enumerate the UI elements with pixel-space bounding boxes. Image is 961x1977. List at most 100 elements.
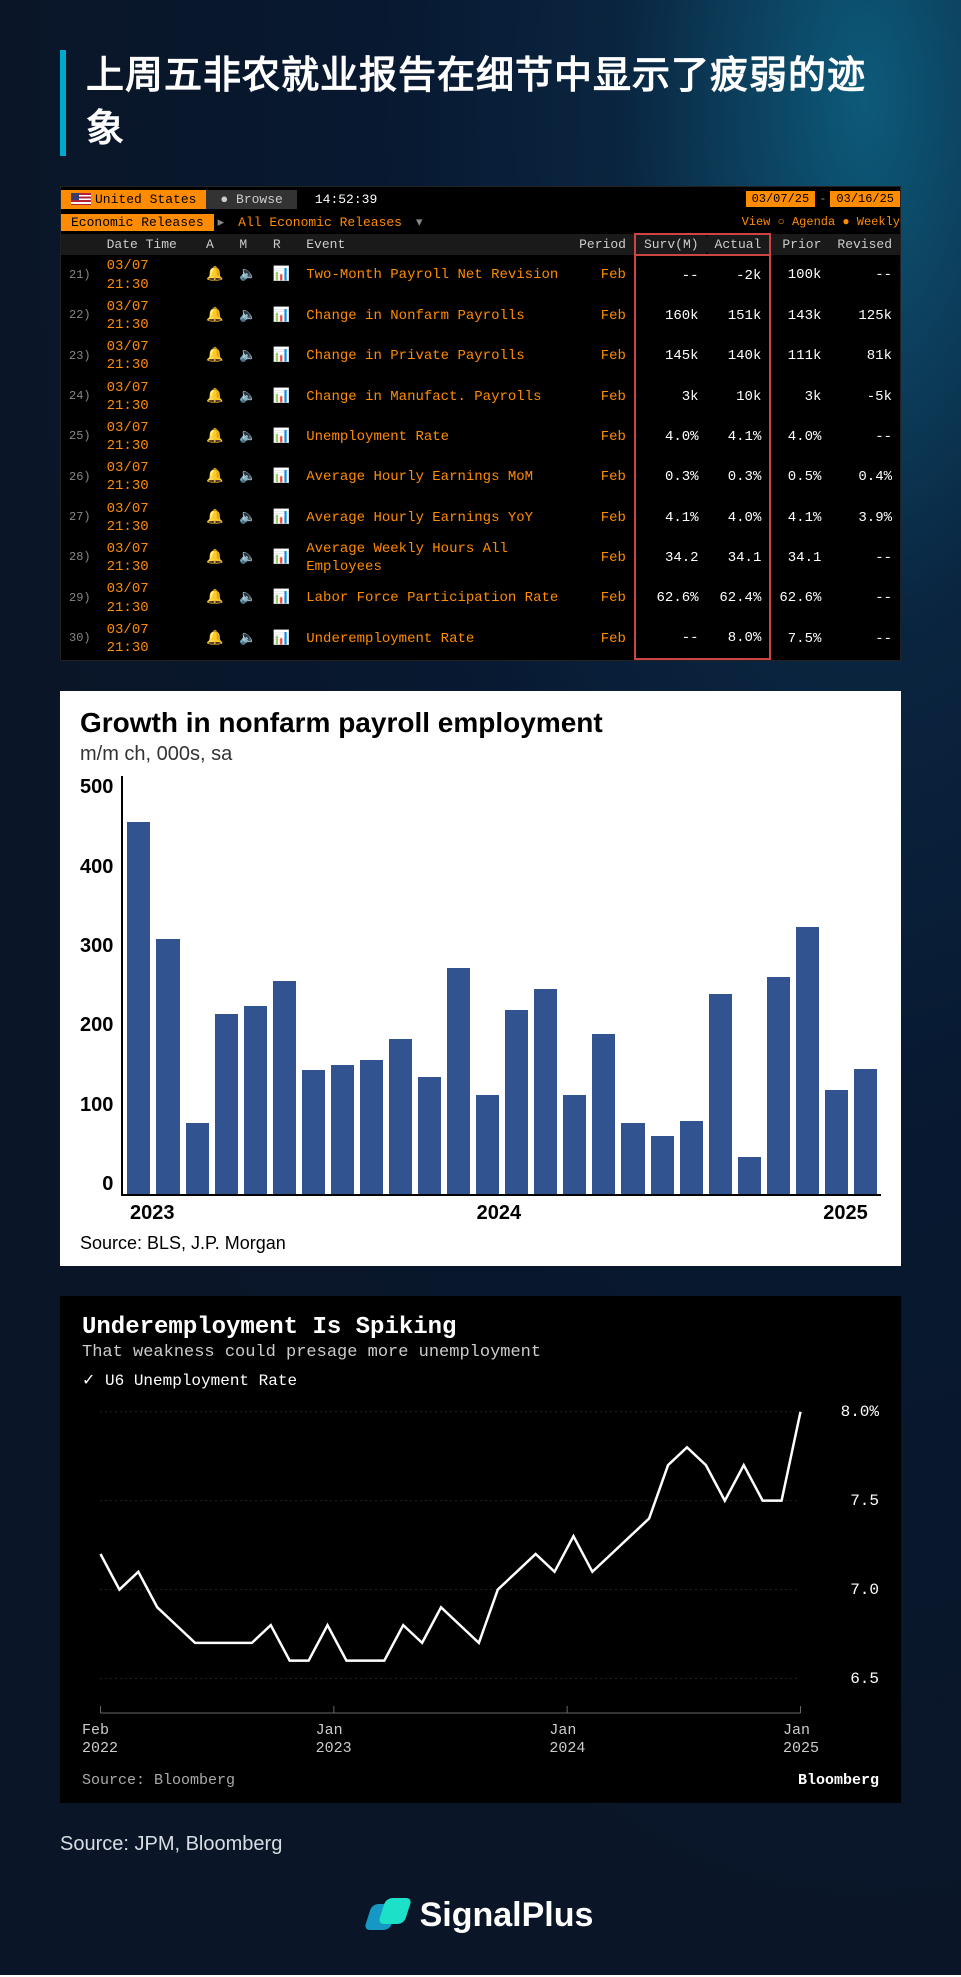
chart-icon[interactable]: 📊 <box>265 296 298 336</box>
alert-icon[interactable]: 🔔 <box>198 538 231 578</box>
econ-releases-tab[interactable]: Economic Releases <box>61 214 214 231</box>
sound-icon[interactable]: 🔈 <box>231 296 264 336</box>
cell-prior: 4.0% <box>770 417 829 457</box>
chart-icon[interactable]: 📊 <box>265 619 298 659</box>
ytick-label: 400 <box>80 856 113 879</box>
chart-icon[interactable]: 📊 <box>265 538 298 578</box>
sound-icon[interactable]: 🔈 <box>231 417 264 457</box>
alert-icon[interactable]: 🔔 <box>198 336 231 376</box>
view-toggle[interactable]: View ○ Agenda ● Weekly <box>742 215 900 229</box>
col-datetime: Date Time <box>99 234 198 255</box>
bar <box>651 1136 674 1195</box>
col-m: M <box>231 234 264 255</box>
cell-period: Feb <box>571 255 635 295</box>
alert-icon[interactable]: 🔔 <box>198 457 231 497</box>
cell-actual: 4.0% <box>707 498 771 538</box>
sound-icon[interactable]: 🔈 <box>231 538 264 578</box>
cell-revised: -- <box>829 417 900 457</box>
cell-prior: 62.6% <box>770 578 829 618</box>
xtick-label: Jan2023 <box>316 1722 352 1758</box>
ytick-label: 500 <box>80 776 113 799</box>
bar <box>244 1006 267 1194</box>
country-label: United States <box>95 192 196 207</box>
cell-revised: -- <box>829 619 900 659</box>
browse-tab[interactable]: ● Browse <box>206 190 296 209</box>
chart-icon[interactable]: 📊 <box>265 498 298 538</box>
bloomberg-brand: Bloomberg <box>798 1772 879 1789</box>
sound-icon[interactable]: 🔈 <box>231 336 264 376</box>
row-index: 24) <box>61 377 99 417</box>
line-chart-title: Underemployment Is Spiking <box>82 1314 879 1341</box>
bar <box>563 1095 586 1194</box>
line-chart-legend: ✓ U6 Unemployment Rate <box>82 1370 879 1390</box>
cell-datetime: 03/07 21:30 <box>99 457 198 497</box>
chart-icon[interactable]: 📊 <box>265 457 298 497</box>
ytick-label: 0 <box>102 1173 113 1196</box>
chart-icon[interactable]: 📊 <box>265 417 298 457</box>
date-from[interactable]: 03/07/25 <box>746 191 816 207</box>
sound-icon[interactable]: 🔈 <box>231 619 264 659</box>
bar <box>796 927 819 1195</box>
alert-icon[interactable]: 🔔 <box>198 498 231 538</box>
alert-icon[interactable]: 🔔 <box>198 578 231 618</box>
table-row[interactable]: 21) 03/07 21:30 🔔 🔈 📊 Two-Month Payroll … <box>61 255 900 295</box>
all-econ-releases-tab[interactable]: All Economic Releases <box>228 214 412 231</box>
cell-event: Average Hourly Earnings MoM <box>298 457 571 497</box>
sound-icon[interactable]: 🔈 <box>231 255 264 295</box>
table-row[interactable]: 23) 03/07 21:30 🔔 🔈 📊 Change in Private … <box>61 336 900 376</box>
cell-prior: 34.1 <box>770 538 829 578</box>
bar <box>854 1069 877 1194</box>
table-row[interactable]: 27) 03/07 21:30 🔔 🔈 📊 Average Hourly Ear… <box>61 498 900 538</box>
bar-yaxis: 5004003002001000 <box>80 776 121 1196</box>
table-row[interactable]: 30) 03/07 21:30 🔔 🔈 📊 Underemployment Ra… <box>61 619 900 659</box>
cell-actual: 8.0% <box>707 619 771 659</box>
row-index: 23) <box>61 336 99 376</box>
bar <box>738 1157 761 1195</box>
cell-prior: 4.1% <box>770 498 829 538</box>
bar <box>592 1034 615 1195</box>
xtick-label: 2023 <box>130 1202 477 1225</box>
cell-actual: 10k <box>707 377 771 417</box>
alert-icon[interactable]: 🔔 <box>198 417 231 457</box>
cell-event: Underemployment Rate <box>298 619 571 659</box>
xtick-label: 2024 <box>477 1202 824 1225</box>
chart-icon[interactable]: 📊 <box>265 336 298 376</box>
table-row[interactable]: 28) 03/07 21:30 🔔 🔈 📊 Average Weekly Hou… <box>61 538 900 578</box>
table-row[interactable]: 29) 03/07 21:30 🔔 🔈 📊 Labor Force Partic… <box>61 578 900 618</box>
cell-actual: 0.3% <box>707 457 771 497</box>
bar <box>534 989 557 1194</box>
sound-icon[interactable]: 🔈 <box>231 578 264 618</box>
cell-actual: 140k <box>707 336 771 376</box>
alert-icon[interactable]: 🔔 <box>198 619 231 659</box>
bar <box>418 1077 441 1194</box>
chart-icon[interactable]: 📊 <box>265 578 298 618</box>
bar-chart-source: Source: BLS, J.P. Morgan <box>80 1233 881 1254</box>
chart-icon[interactable]: 📊 <box>265 255 298 295</box>
bar <box>505 1010 528 1194</box>
table-row[interactable]: 24) 03/07 21:30 🔔 🔈 📊 Change in Manufact… <box>61 377 900 417</box>
date-to[interactable]: 03/16/25 <box>830 191 900 207</box>
table-row[interactable]: 22) 03/07 21:30 🔔 🔈 📊 Change in Nonfarm … <box>61 296 900 336</box>
cell-datetime: 03/07 21:30 <box>99 296 198 336</box>
cell-prior: 143k <box>770 296 829 336</box>
country-tab[interactable]: United States <box>61 190 206 209</box>
alert-icon[interactable]: 🔔 <box>198 255 231 295</box>
bar <box>447 968 470 1194</box>
col-revised: Revised <box>829 234 900 255</box>
cell-actual: 151k <box>707 296 771 336</box>
cell-prior: 7.5% <box>770 619 829 659</box>
col-actual: Actual <box>707 234 771 255</box>
cell-actual: 34.1 <box>707 538 771 578</box>
sound-icon[interactable]: 🔈 <box>231 498 264 538</box>
cell-actual: 62.4% <box>707 578 771 618</box>
alert-icon[interactable]: 🔔 <box>198 296 231 336</box>
cell-revised: 3.9% <box>829 498 900 538</box>
sound-icon[interactable]: 🔈 <box>231 377 264 417</box>
alert-icon[interactable]: 🔔 <box>198 377 231 417</box>
chart-icon[interactable]: 📊 <box>265 377 298 417</box>
table-row[interactable]: 26) 03/07 21:30 🔔 🔈 📊 Average Hourly Ear… <box>61 457 900 497</box>
table-row[interactable]: 25) 03/07 21:30 🔔 🔈 📊 Unemployment Rate … <box>61 417 900 457</box>
cell-datetime: 03/07 21:30 <box>99 377 198 417</box>
brand-logo: SignalPlus <box>60 1896 901 1935</box>
sound-icon[interactable]: 🔈 <box>231 457 264 497</box>
